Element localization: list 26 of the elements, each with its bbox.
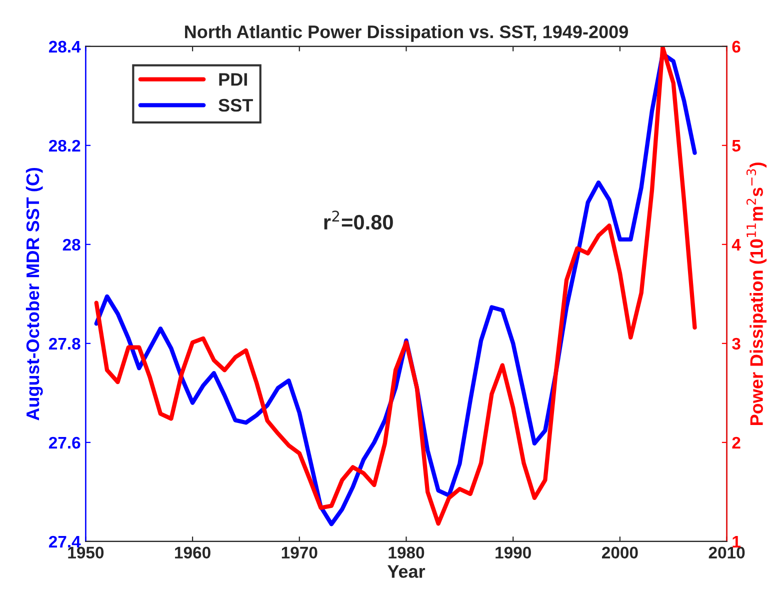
annotation: r$^{2}$=0.80 [324, 210, 393, 230]
y-tick-label: 28.2 [48, 140, 80, 152]
y-tick-label: 27.6 [48, 436, 80, 449]
x-axis-title: Year [387, 565, 426, 578]
y2-tick-label: 5 [732, 140, 740, 152]
x-tick-label: 1950 [68, 546, 104, 559]
y-tick-label: 27.8 [48, 338, 80, 350]
legend-label: PDI [219, 73, 247, 86]
x-tick-label: 1970 [282, 546, 318, 559]
y-axis-title: August-October MDR SST (C) [26, 168, 43, 420]
y-tick-label: 28 [62, 238, 80, 251]
y2-tick-label: 6 [732, 40, 740, 53]
y2-tick-label: 1 [732, 536, 740, 548]
x-tick-label: 1980 [388, 546, 424, 559]
x-tick-label: 1960 [175, 546, 210, 559]
x-tick-label: 2000 [602, 546, 638, 559]
y2-tick-label: 2 [732, 436, 740, 448]
y2-tick-label: 4 [732, 239, 741, 250]
x-tick-label: 1990 [496, 546, 531, 559]
y-tick-label: 28.4 [48, 40, 81, 53]
y-tick-label: 27.4 [48, 536, 81, 548]
y2-axis-title: Power Dissipation (10$^{11}$m$^{2}$s$^{−3}$) [746, 162, 767, 425]
legend-label: SST [218, 98, 253, 112]
chart-title: North Atlantic Power Dissipation vs. SST, 1949-2009 [185, 24, 628, 42]
x-tick-label: 2010 [708, 546, 745, 559]
y2-tick-label: 3 [732, 338, 740, 350]
